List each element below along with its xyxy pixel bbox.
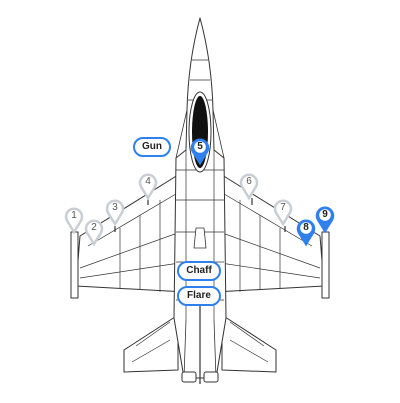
hardpoint-6-label: 6 — [246, 176, 252, 187]
map-pin-icon — [296, 219, 316, 247]
hardpoint-4-pin[interactable]: 4 — [138, 173, 158, 201]
flare-button[interactable]: Flare — [177, 286, 221, 306]
map-pin-icon — [84, 219, 104, 247]
hardpoint-6-pin[interactable]: 6 — [239, 173, 259, 201]
map-pin-icon — [105, 199, 125, 227]
hardpoint-2-label: 2 — [91, 222, 97, 233]
map-pin-icon — [315, 206, 335, 234]
hardpoint-3-pin[interactable]: 3 — [105, 199, 125, 227]
hardpoint-9-pin[interactable]: 9 — [315, 206, 335, 234]
map-pin-icon — [239, 173, 259, 201]
hardpoint-7-pin[interactable]: 7 — [273, 199, 293, 227]
hardpoint-2-pin[interactable]: 2 — [84, 219, 104, 247]
hardpoint-8-label: 8 — [303, 222, 309, 233]
map-pin-icon — [190, 138, 210, 166]
hardpoint-7-label: 7 — [280, 202, 286, 213]
hardpoint-9-label: 9 — [322, 209, 328, 220]
gun-button[interactable]: Gun — [133, 137, 171, 157]
hardpoint-5-label: 5 — [197, 141, 203, 152]
hardpoint-1-label: 1 — [71, 210, 77, 221]
map-pin-icon — [273, 199, 293, 227]
hardpoint-5-pin[interactable]: 5 — [190, 138, 210, 166]
hardpoint-4-label: 4 — [145, 176, 151, 187]
hardpoint-1-pin[interactable]: 1 — [64, 207, 84, 235]
chaff-button[interactable]: Chaff — [177, 261, 221, 281]
hardpoint-3-label: 3 — [112, 202, 118, 213]
map-pin-icon — [138, 173, 158, 201]
map-pin-icon — [64, 207, 84, 235]
hardpoint-8-pin[interactable]: 8 — [296, 219, 316, 247]
